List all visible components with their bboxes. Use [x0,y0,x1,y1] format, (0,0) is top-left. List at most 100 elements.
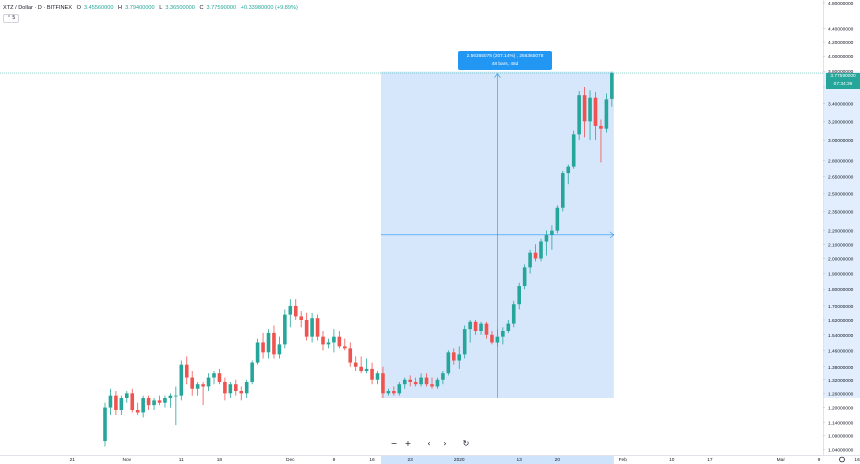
candle-body [582,95,587,122]
candle-body [343,346,347,349]
time-tick-label: Nov [123,457,132,463]
candle-body [484,323,489,335]
measure-tooltip-change: 2.56365078 (207.14%) , 256365078 [466,54,544,59]
candle-body [544,234,549,242]
high-value: 3.79400000 [125,5,155,11]
scroll-right-button[interactable]: › [443,439,447,448]
price-tick-label: 1.26000000 [828,391,854,397]
symbol-title: XTZ / Dollar · D · BITFINEX [3,5,72,11]
time-tick-label: 2020 [454,457,465,463]
candle-body [610,73,614,99]
time-tick-label: 21 [70,457,76,463]
zoom-in-button[interactable]: + [404,439,412,448]
price-tick-label: 3.00000000 [828,138,854,144]
candle-body [201,384,205,387]
candle-body [599,125,603,129]
zoom-out-button[interactable]: − [390,439,398,448]
time-tick-label: Mar [777,457,786,463]
price-tick-label: 1.62000000 [828,318,854,324]
high-label: H [118,5,123,11]
candle-body [250,362,254,382]
price-tick-label: 1.80000000 [828,287,854,293]
candle-body [234,384,238,392]
candle-body [114,395,118,411]
time-tick-label: 17 [707,457,713,463]
measure-price-range [824,71,860,399]
candle-body [239,391,244,394]
candle-body [386,391,391,394]
candle-body [577,95,581,135]
price-tick-label: 1.20000000 [828,406,854,412]
time-tick-label: 20 [555,457,561,463]
candle-body [217,373,222,382]
price-tick-label: 1.90000000 [828,271,854,277]
time-tick-label: 16 [369,457,375,463]
time-tick-label: 18 [217,457,223,463]
close-value: 3.77590000 [206,5,237,11]
candle-body [135,410,140,413]
candle-body [304,319,309,337]
scroll-left-button[interactable]: ‹ [427,439,431,448]
candle-body [288,305,293,315]
candle-body [108,395,113,408]
open-value: 3.45560000 [83,5,114,11]
candle-body [375,373,380,380]
gear-icon[interactable] [839,456,845,463]
candle-body [561,173,565,208]
candle-body [348,348,353,363]
price-tick-label: 1.09000000 [828,434,854,440]
candle-body [190,377,194,389]
candle-body [473,321,478,332]
reset-chart-button[interactable]: ↻ [462,439,470,448]
price-tick-label: 2.10000000 [828,242,854,248]
measure-tooltip: 2.56365078 (207.14%) , 256365078 48 bars… [458,51,552,70]
candle-body [184,364,189,378]
candle-body [272,332,276,355]
collapse-indicators-button[interactable]: ⌃ 5 [3,14,19,23]
candle-body [397,384,402,394]
candle-body [195,384,200,389]
price-tick-label: 1.38000000 [828,365,854,371]
candle-body [468,321,472,330]
candle-body [370,368,374,380]
candle-body [299,316,303,320]
candle-body [588,97,592,122]
candle-body [452,352,456,361]
measure-time-range [380,456,614,464]
price-tick-label: 1.14000000 [828,421,854,427]
candle-body [446,352,451,374]
price-tick-label: 2.35000000 [828,209,854,215]
time-tick-label: 9 [333,457,336,463]
time-tick-label: 9 [818,457,821,463]
candle-body [413,381,418,385]
price-tick-label: 2.20000000 [828,229,854,235]
last-price-label: 3.77590000 [826,73,860,81]
candle-body [392,391,396,394]
candle-body [457,354,462,361]
measure-right-arrow [609,231,615,239]
candle-body [277,344,282,355]
price-tick-label: 4.40000000 [828,26,854,32]
change-value: +0.33980000 (+9.89%) [240,5,298,11]
candle-body [528,252,532,268]
candle-body [566,166,571,174]
candle-body [424,377,429,385]
candle-body [228,384,233,394]
candle-body [402,379,407,385]
candle-body [125,393,129,399]
candle-body [490,334,494,343]
candle-body [146,398,151,406]
low-value: 3.36500000 [165,5,195,11]
time-tick-label: 23 [408,457,414,463]
candle-body [435,379,440,387]
candle-body [533,252,538,259]
candle-body [539,241,543,259]
candle-body [163,398,167,403]
candle-body [462,329,467,355]
candle-body [555,207,560,231]
candle-body [321,336,325,345]
price-tick-label: 1.04000000 [828,447,854,453]
price-tick-label: 4.20000000 [828,40,854,46]
candle-body [179,364,184,396]
